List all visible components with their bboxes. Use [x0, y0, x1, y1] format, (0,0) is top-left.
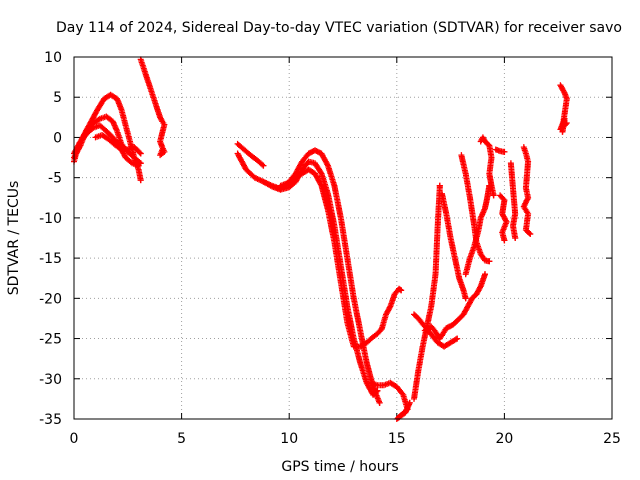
data-point [317, 181, 324, 188]
series-C [71, 122, 142, 169]
series-E [234, 140, 267, 169]
series-U [520, 144, 534, 237]
x-tick-labels: 0 5 10 15 20 25 [70, 431, 621, 447]
data-point [398, 287, 405, 294]
y-tick-label: -5 [48, 171, 62, 187]
axis-ticks [73, 56, 613, 420]
y-axis-label: SDTVAR / TECUs [6, 181, 22, 296]
data-point [462, 295, 469, 302]
data-point [259, 161, 266, 168]
y-tick-label: -15 [39, 251, 62, 267]
x-tick-label: 20 [495, 431, 513, 447]
chart-title: Day 114 of 2024, Sidereal Day-to-day VTE… [56, 20, 622, 36]
series-J [378, 285, 405, 332]
data-point [109, 118, 116, 125]
data-point [376, 399, 383, 406]
series-K [411, 182, 443, 402]
y-tick-label: -30 [39, 372, 62, 388]
y-tick-label: -20 [39, 291, 62, 307]
series-T [507, 160, 519, 241]
data-point [397, 286, 403, 293]
y-tick-label: -10 [39, 211, 62, 227]
x-tick-label: 5 [177, 431, 186, 447]
data-point [477, 284, 483, 291]
data-point [406, 399, 413, 406]
data-point [137, 177, 144, 184]
series-P [462, 182, 493, 278]
y-tick-label: -25 [39, 332, 62, 348]
data-point [159, 147, 166, 154]
data-point [260, 162, 267, 169]
data-point [512, 235, 519, 241]
data-point [137, 150, 144, 157]
series-N [439, 190, 469, 302]
y-tick-label: 0 [53, 130, 62, 146]
series-O [458, 152, 493, 265]
x-tick-label: 15 [388, 431, 406, 447]
data-point [454, 335, 461, 342]
x-tick-label: 25 [603, 431, 621, 447]
data-point [486, 258, 493, 265]
data-point [317, 169, 324, 176]
series-D [137, 56, 168, 159]
series-G [260, 158, 381, 398]
series-Q [477, 134, 497, 199]
plot-frame [73, 56, 613, 420]
data-point [373, 388, 380, 395]
data-point [374, 387, 381, 394]
x-tick-label: 0 [70, 431, 79, 447]
series-R [492, 146, 508, 155]
data-point [482, 271, 488, 278]
series-M [421, 271, 488, 342]
series-V [557, 82, 570, 135]
y-tick-label: 5 [53, 90, 62, 106]
data-point [560, 88, 567, 95]
y-tick-label: -35 [39, 412, 62, 428]
data-point [324, 161, 331, 168]
grid [74, 57, 612, 419]
data-points [71, 56, 570, 422]
y-tick-labels: 10 5 0 -5 -10 -15 -20 -25 -30 -35 [39, 50, 62, 428]
series-S [497, 192, 510, 244]
data-point [501, 237, 508, 244]
y-tick-label: 10 [44, 50, 62, 66]
data-point [135, 162, 142, 169]
data-point [117, 145, 124, 152]
series-I [368, 379, 413, 422]
x-tick-label: 10 [280, 431, 298, 447]
data-point [501, 148, 508, 155]
data-point [386, 304, 393, 311]
series-H [277, 166, 385, 350]
series-L [411, 311, 461, 350]
data-point [526, 230, 533, 236]
data-point [452, 336, 459, 343]
data-point [559, 128, 566, 135]
series-C2 [92, 132, 144, 157]
data-point [527, 231, 534, 237]
data-point [136, 149, 143, 156]
data-point [436, 182, 443, 189]
data-point [490, 192, 497, 199]
x-axis-label: GPS time / hours [281, 459, 398, 475]
